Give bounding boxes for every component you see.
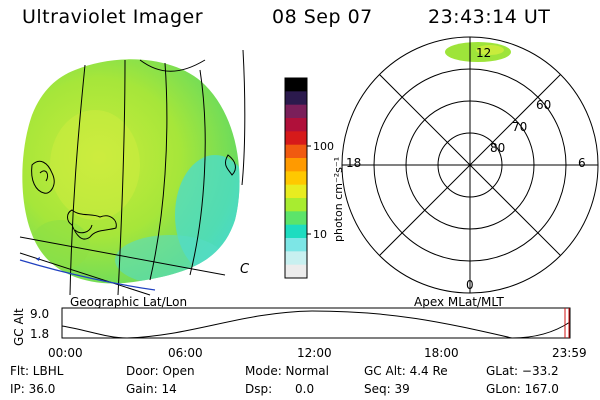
- coastline: [225, 154, 236, 176]
- timeline-y-tick-9: 9.0: [30, 307, 50, 321]
- status-glat: GLat: −33.2: [486, 364, 559, 378]
- coastline: [39, 170, 49, 182]
- status-filter: Flt: LBHL: [10, 364, 64, 378]
- lat-label-80: 80: [490, 141, 506, 155]
- timeline-x-tick-1200: 12:00: [297, 346, 332, 360]
- timeline-x-tick-0000: 00:00: [48, 346, 83, 360]
- coastline-blue: [19, 259, 156, 291]
- polar-plot: [341, 36, 599, 294]
- coastline: [74, 224, 93, 234]
- status-mode: Mode: Normal: [245, 364, 329, 378]
- altitude-curve: [61, 310, 571, 339]
- colorbar-stripe: [285, 251, 307, 266]
- timeline-x-tick-0600: 06:00: [168, 346, 203, 360]
- colorbar-stripe: [285, 238, 307, 252]
- status-seq: Seq: 39: [364, 382, 410, 396]
- colorbar-stripe: [285, 104, 307, 119]
- mlt-label-0: 0: [466, 278, 474, 292]
- timeline-x-tick-2359: 23:59: [552, 346, 587, 360]
- polar-panel-caption: Apex MLat/MLT: [414, 295, 504, 309]
- colorbar-stripe: [285, 171, 307, 186]
- time-label: 23:43:14 UT: [428, 6, 551, 28]
- status-glon: GLon: 167.0: [486, 382, 559, 396]
- colorbar: [284, 77, 311, 279]
- colorbar-stripe: [285, 78, 307, 92]
- app-title: Ultraviolet Imager: [22, 6, 204, 28]
- mlt-label-6: 6: [578, 156, 586, 170]
- timeline-y-label: GC Alt: [12, 308, 26, 346]
- colorbar-stripe: [285, 91, 307, 106]
- colorbar-stripe: [285, 224, 307, 239]
- meridian-line: [241, 49, 246, 186]
- colorbar-stripe: [285, 264, 307, 279]
- colorbar-stripe: [285, 158, 307, 172]
- colorbar-stripe: [285, 118, 307, 132]
- status-gain: Gain: 14: [126, 382, 177, 396]
- polar-diagonal: [379, 74, 561, 256]
- timeline-x-tick-1800: 18:00: [424, 346, 459, 360]
- status-dsp: Dsp: 0.0: [245, 382, 315, 396]
- colorbar-stripe: [285, 211, 307, 226]
- altitude-timeline: [61, 307, 571, 339]
- mlt-label-18: 18: [346, 156, 362, 170]
- coastline: [67, 209, 117, 240]
- corner-glyph: C: [240, 262, 250, 277]
- status-gc-alt: GC Alt: 4.4 Re: [364, 364, 448, 378]
- lat-label-60: 60: [536, 98, 552, 112]
- mlt-label-12: 12: [476, 46, 492, 60]
- parallel-line: [139, 59, 206, 72]
- lat-label-70: 70: [512, 120, 528, 134]
- meridian-line: [149, 62, 168, 281]
- meridian-line: [189, 69, 206, 276]
- timeline-y-tick-1-8: 1.8: [30, 327, 50, 341]
- colorbar-stripe: [285, 144, 307, 159]
- left-panel-caption: Geographic Lat/Lon: [70, 295, 188, 309]
- colorbar-tick-10: 10: [313, 228, 327, 241]
- date-label: 08 Sep 07: [272, 6, 373, 28]
- status-ip: IP: 36.0: [10, 382, 56, 396]
- colorbar-stripe: [285, 184, 307, 199]
- colorbar-stripe: [285, 198, 307, 212]
- parallel-line: [19, 252, 151, 296]
- coast-marker: [36, 257, 40, 261]
- uv-earth-image: [19, 49, 246, 296]
- parallel-line: [19, 236, 226, 276]
- status-door: Door: Open: [126, 364, 195, 378]
- meridian-line: [117, 59, 126, 296]
- coastline: [31, 160, 55, 194]
- colorbar-stripe: [285, 131, 307, 146]
- colorbar-tick-100: 100: [313, 140, 334, 153]
- meridian-line: [69, 64, 86, 296]
